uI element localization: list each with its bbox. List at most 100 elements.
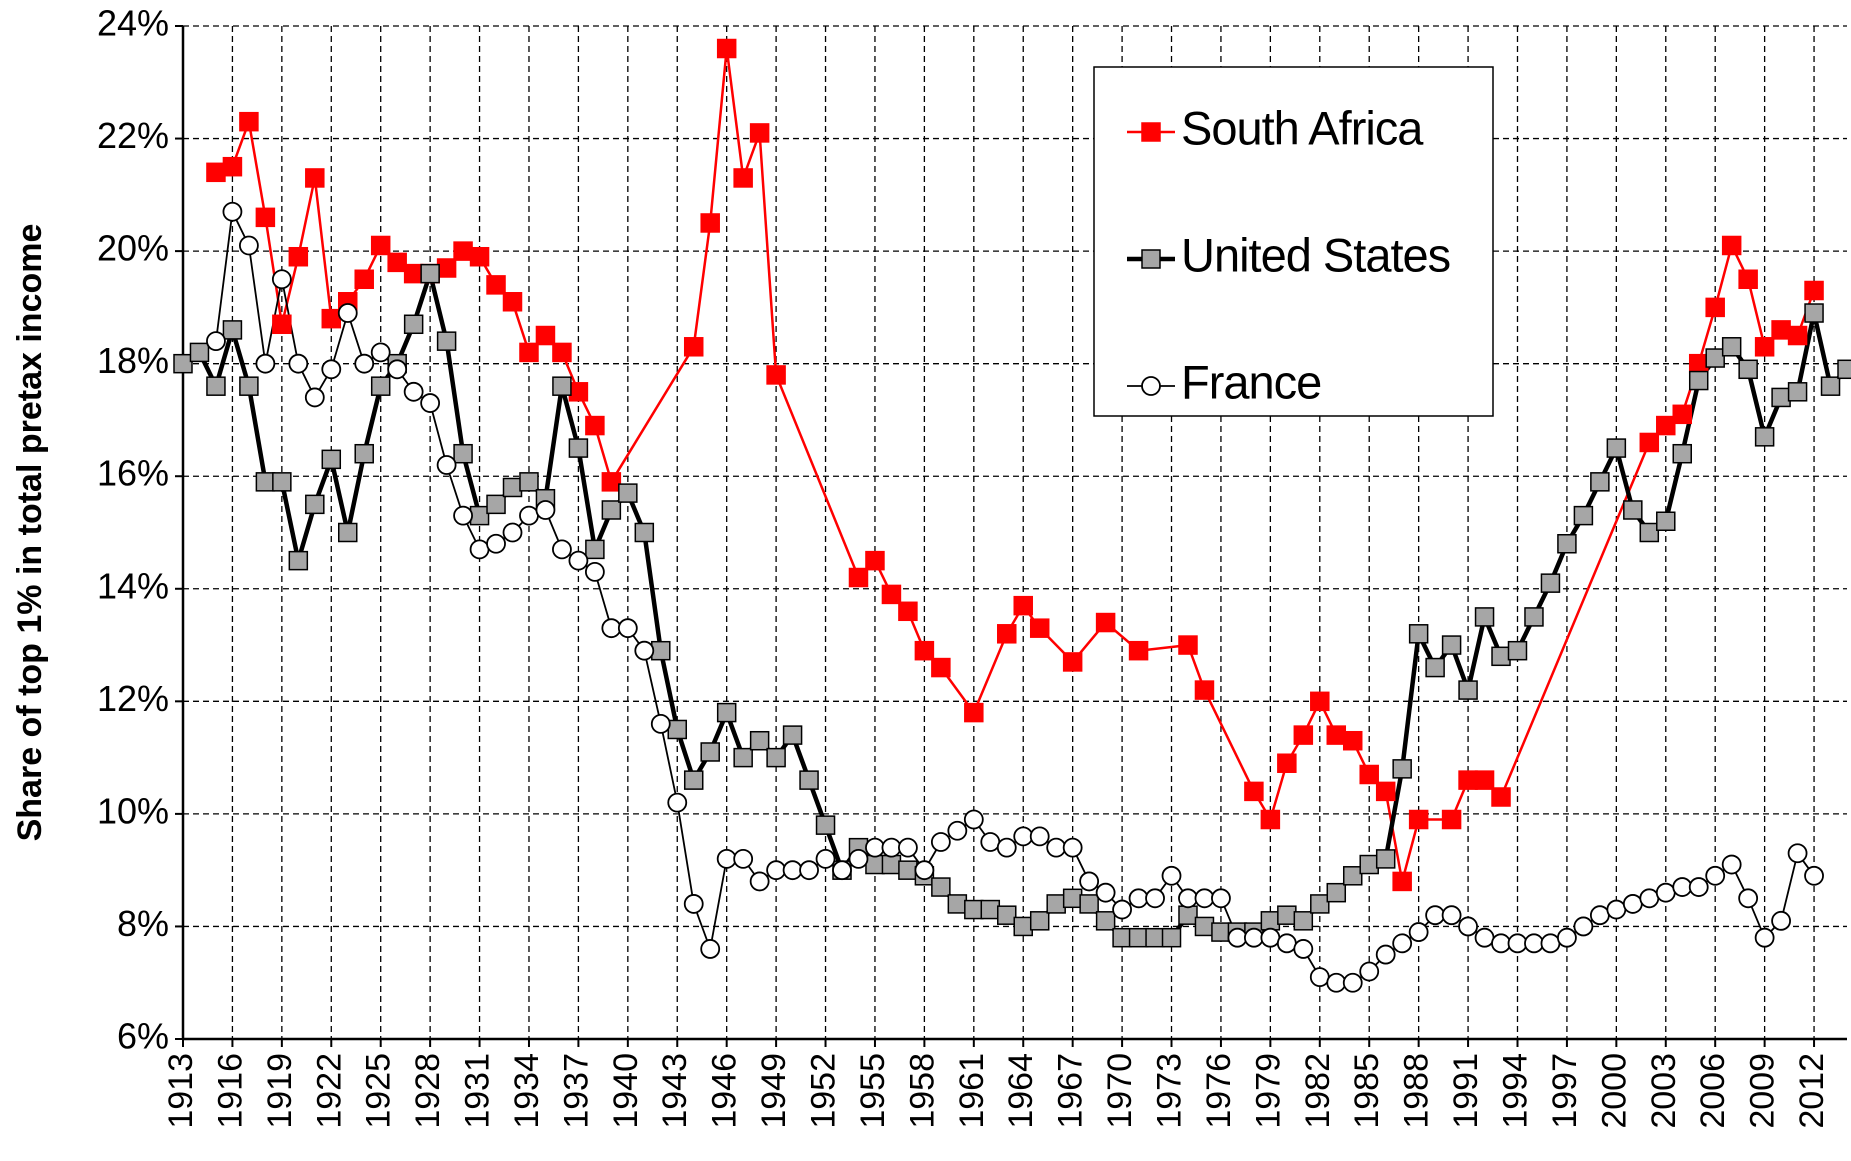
point xyxy=(1260,809,1281,830)
point xyxy=(1754,427,1775,447)
point xyxy=(716,849,737,869)
y-axis-label: Share of top 1% in total pretax income xyxy=(11,224,49,842)
point xyxy=(255,472,276,492)
point xyxy=(585,539,605,560)
x-tick-label: 1994 xyxy=(1496,1053,1534,1129)
x-tick-label: 1970 xyxy=(1101,1053,1139,1129)
point xyxy=(650,713,671,734)
point xyxy=(1408,809,1429,830)
x-tick-label: 2006 xyxy=(1694,1053,1732,1129)
point xyxy=(1062,888,1083,909)
point xyxy=(321,449,342,470)
point xyxy=(601,618,622,639)
point xyxy=(486,494,506,515)
point xyxy=(1589,905,1610,926)
point xyxy=(1540,573,1561,593)
point xyxy=(1474,607,1495,627)
point xyxy=(766,747,786,768)
point xyxy=(535,500,556,520)
point xyxy=(1342,866,1363,886)
x-tick-label: 2003 xyxy=(1645,1053,1683,1129)
point xyxy=(1342,972,1363,993)
point xyxy=(931,657,951,678)
point xyxy=(865,550,885,571)
point xyxy=(354,353,375,374)
x-tick-label: 1943 xyxy=(656,1053,694,1129)
point xyxy=(1573,916,1594,937)
point xyxy=(1672,443,1692,464)
point xyxy=(1441,635,1462,655)
point xyxy=(1375,781,1396,802)
x-tick-label: 1958 xyxy=(903,1053,941,1129)
y-tick-label: 16% xyxy=(97,453,169,494)
point xyxy=(552,539,572,560)
point xyxy=(848,567,869,588)
point xyxy=(1639,888,1660,909)
point xyxy=(304,387,325,408)
point xyxy=(387,252,407,273)
point xyxy=(288,550,309,571)
point xyxy=(222,201,243,222)
point xyxy=(436,455,457,475)
point xyxy=(1194,916,1215,937)
point xyxy=(1178,905,1198,925)
point xyxy=(370,342,391,363)
point xyxy=(1738,359,1758,380)
point xyxy=(1524,933,1544,954)
point xyxy=(519,472,539,492)
point xyxy=(1260,927,1281,948)
point xyxy=(1491,933,1511,954)
point xyxy=(1046,894,1066,914)
point xyxy=(420,393,441,413)
point xyxy=(1655,882,1676,903)
x-tick-label: 1949 xyxy=(755,1053,793,1129)
x-tick-label: 1919 xyxy=(261,1053,299,1129)
point xyxy=(1375,849,1396,869)
point xyxy=(1194,888,1215,909)
point xyxy=(255,207,276,228)
point xyxy=(1425,657,1445,678)
point xyxy=(1507,640,1528,661)
point xyxy=(815,815,836,835)
point xyxy=(1458,680,1478,700)
point xyxy=(617,618,638,639)
point xyxy=(1804,865,1824,886)
point xyxy=(1062,652,1083,672)
point xyxy=(1573,505,1594,526)
point xyxy=(1754,927,1775,948)
y-tick-label: 18% xyxy=(97,340,169,381)
point xyxy=(997,905,1017,925)
x-tick-label: 1964 xyxy=(1002,1053,1040,1129)
x-tick-label: 1979 xyxy=(1249,1053,1287,1129)
point xyxy=(1029,826,1050,847)
point xyxy=(1326,882,1347,903)
point xyxy=(1359,764,1379,785)
point xyxy=(1029,618,1050,638)
point xyxy=(1590,472,1610,492)
point xyxy=(486,533,506,554)
point xyxy=(980,899,1001,920)
point xyxy=(1013,916,1033,937)
legend-label: South Africa xyxy=(1181,101,1424,154)
point xyxy=(1804,280,1824,301)
x-tick-label: 1925 xyxy=(360,1053,398,1129)
point xyxy=(1342,730,1363,751)
x-tick-label: 2012 xyxy=(1793,1053,1831,1129)
point xyxy=(1293,939,1314,959)
point xyxy=(370,376,391,396)
point xyxy=(469,539,490,560)
point xyxy=(1804,303,1824,323)
y-tick-label: 8% xyxy=(117,903,169,944)
point xyxy=(535,325,556,346)
point xyxy=(1128,640,1149,661)
point xyxy=(1095,882,1116,903)
point xyxy=(1029,911,1050,931)
point xyxy=(898,601,918,622)
point xyxy=(354,443,374,464)
x-tick-label: 1940 xyxy=(607,1053,645,1129)
point xyxy=(1623,500,1643,520)
point xyxy=(387,359,408,380)
point xyxy=(321,359,342,380)
point xyxy=(1178,888,1198,909)
point xyxy=(1178,635,1198,655)
